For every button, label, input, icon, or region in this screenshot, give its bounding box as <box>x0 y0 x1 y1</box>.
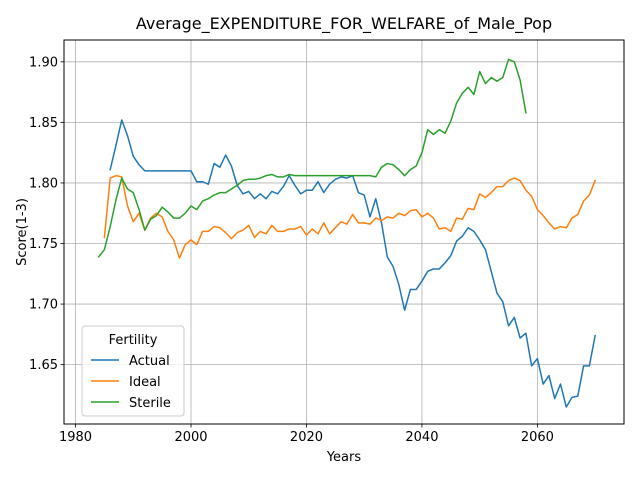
legend-box <box>81 325 185 417</box>
grid <box>64 40 624 424</box>
series-lines <box>97 58 597 408</box>
x-tick-label: 2020 <box>290 430 323 445</box>
y-tick-label: 1.90 <box>29 55 58 70</box>
x-tick-label: 2000 <box>174 430 207 445</box>
axes: 1980 2000 2020 2040 2060 1.65 1.70 1.75 1.80 1.85… <box>29 55 554 445</box>
plot-frame <box>63 39 625 425</box>
x-tick-label: 1980 <box>59 430 92 445</box>
x-tick-label: 2060 <box>521 430 554 445</box>
y-axis-label: Score(1-3) <box>15 198 30 266</box>
y-tick-label: 1.65 <box>29 358 58 373</box>
x-tick-label: 2040 <box>405 430 438 445</box>
legend-title: Fertility <box>109 333 158 348</box>
series-line-ideal <box>103 174 597 259</box>
chart-title: Average_EXPENDITURE_FOR_WELFARE_of_Male_… <box>136 14 552 34</box>
y-tick-label: 1.75 <box>29 237 58 252</box>
legend-entry-ideal: Ideal <box>129 375 161 390</box>
legend-entry-sterile: Sterile <box>129 396 171 411</box>
legend: Fertility Actual Ideal Sterile <box>81 325 185 417</box>
x-axis-label: Years <box>326 450 362 465</box>
y-tick-label: 1.85 <box>29 116 58 131</box>
series-line-sterile <box>97 58 527 258</box>
legend-entry-actual: Actual <box>129 354 170 369</box>
y-tick-label: 1.80 <box>29 176 58 191</box>
y-tick-label: 1.70 <box>29 298 58 313</box>
